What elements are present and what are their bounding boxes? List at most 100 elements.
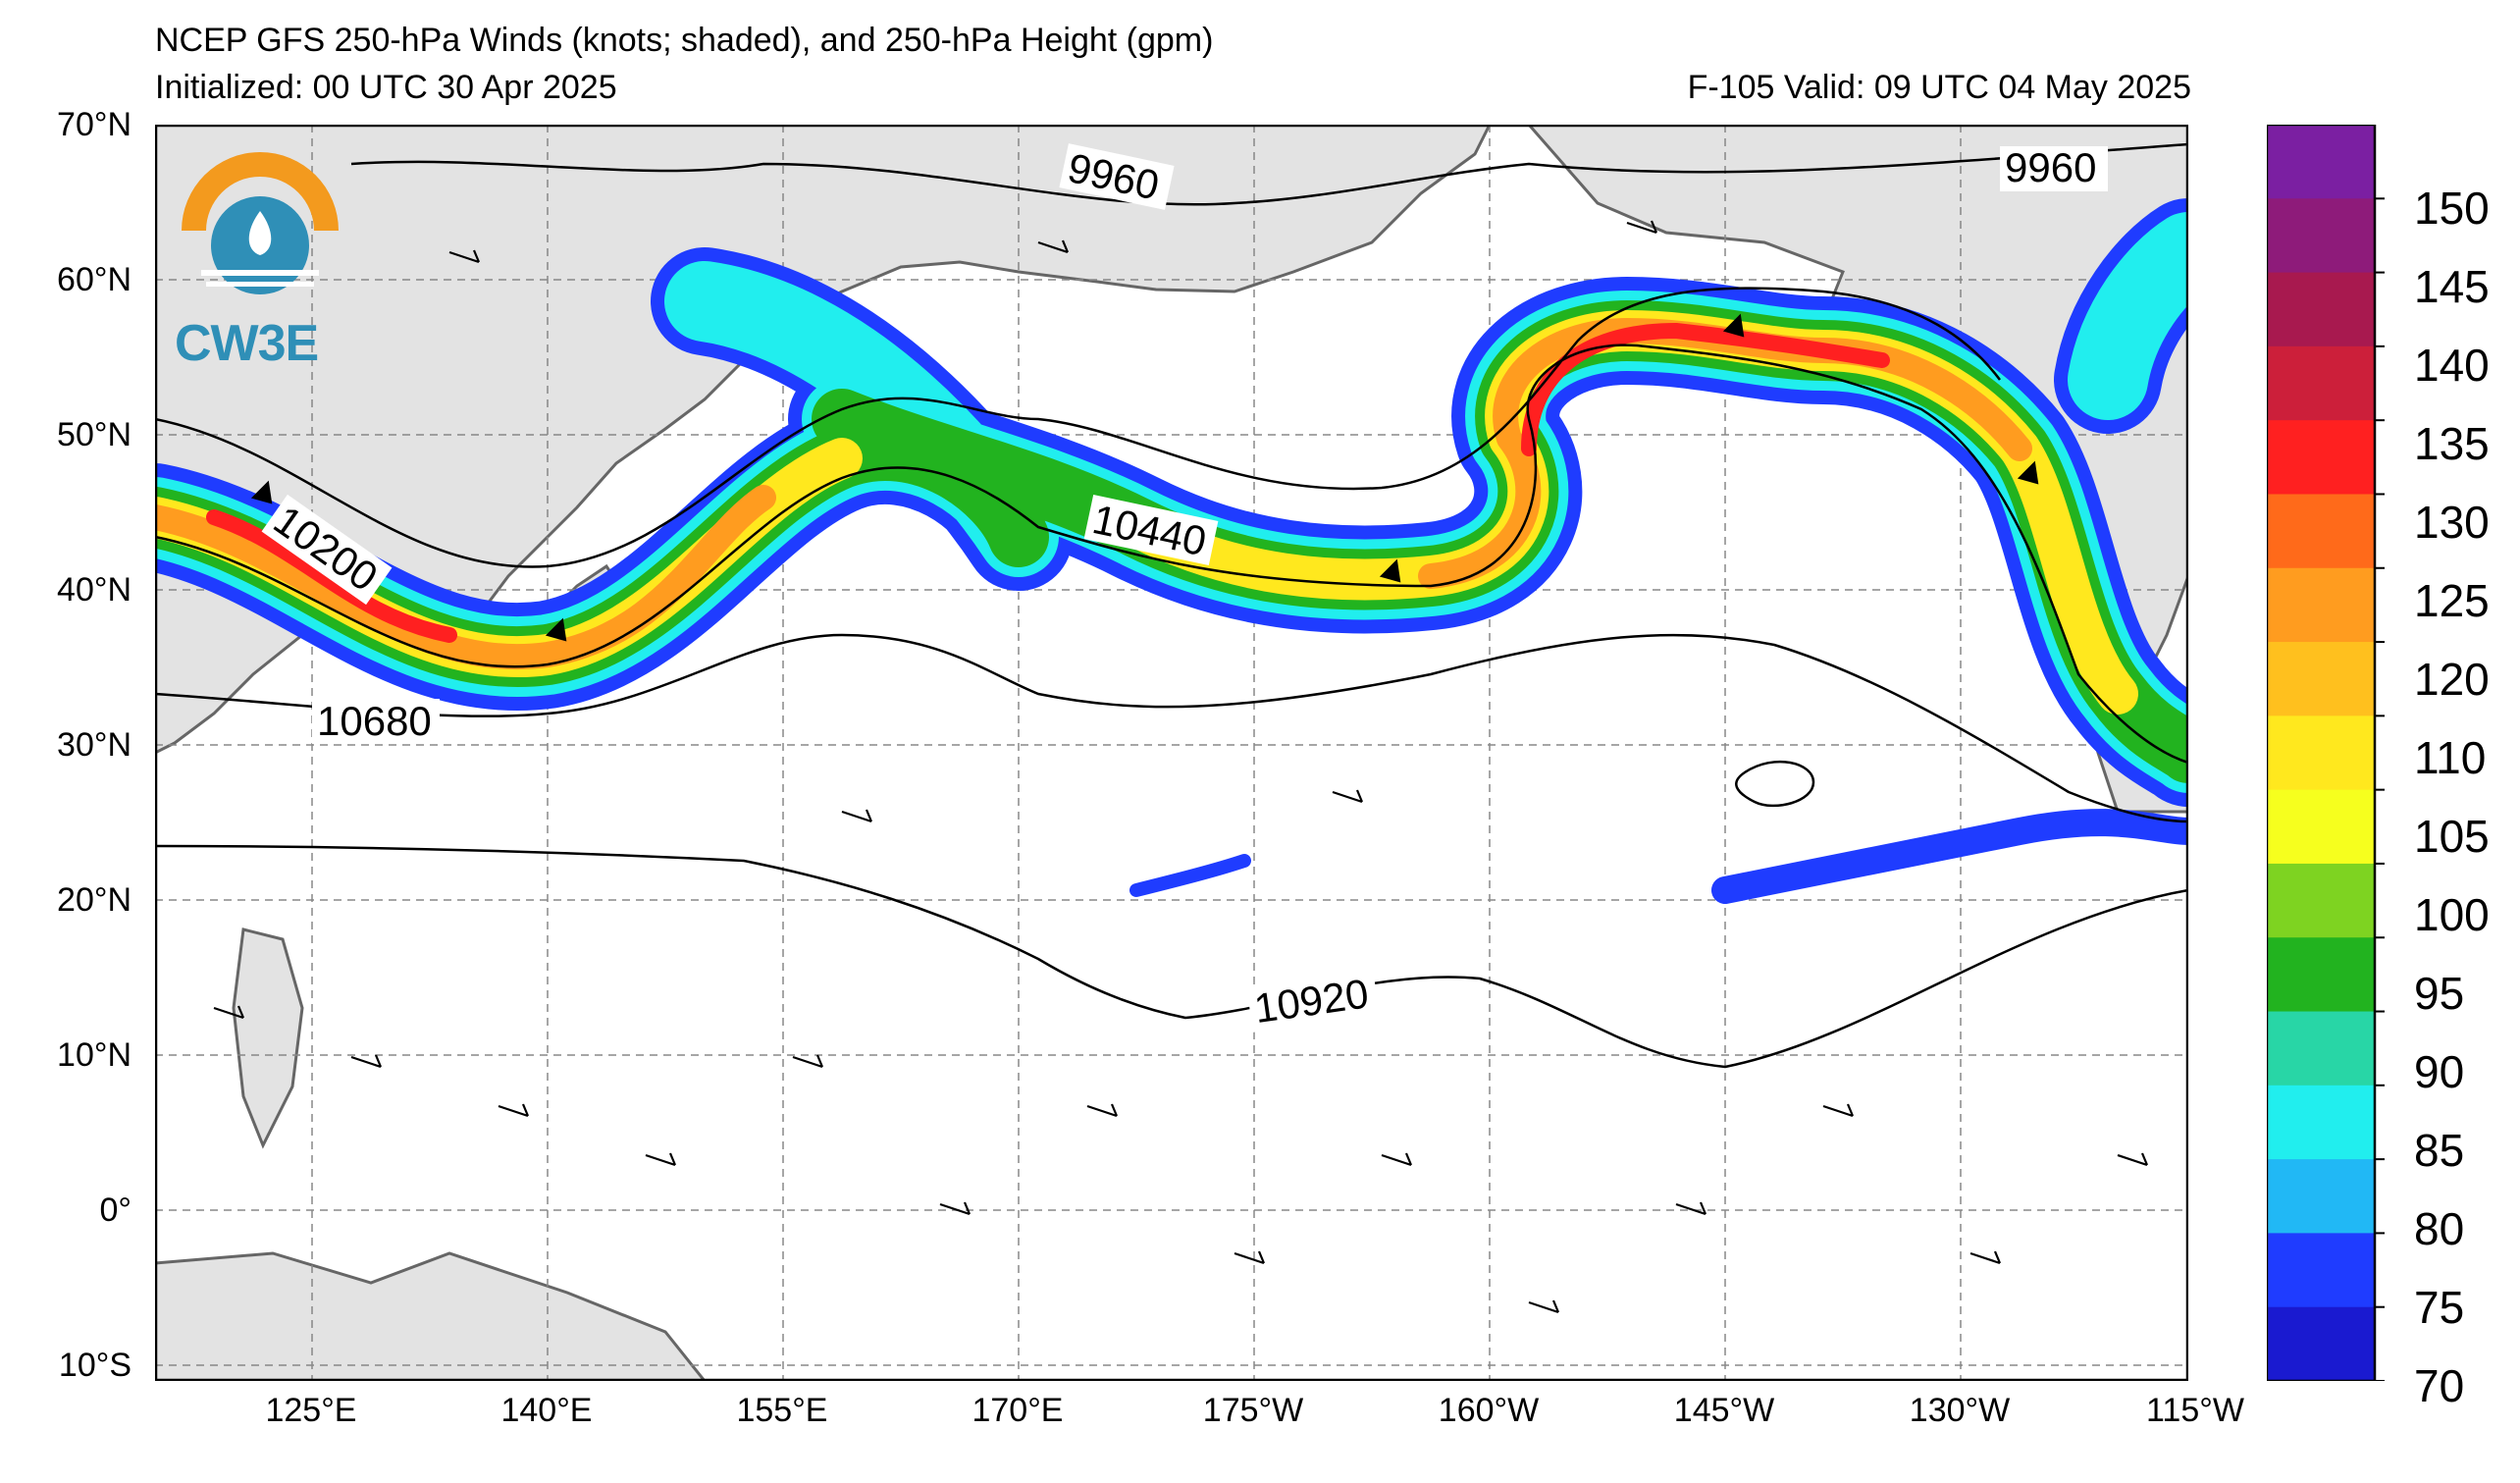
colorbar-swatch xyxy=(2267,272,2375,347)
jet-stream-shading xyxy=(155,198,2188,904)
colorbar-swatch xyxy=(2267,863,2375,938)
cb-label-150: 150 xyxy=(2414,183,2490,234)
cb-label-95: 95 xyxy=(2414,968,2465,1019)
pennant-5 xyxy=(1379,558,1401,583)
jet-shade-subtropical xyxy=(1711,809,2188,904)
contour-label-bg-6 xyxy=(1246,970,1380,1033)
logo-sun-arc xyxy=(182,152,339,231)
lat-label-0: 0° xyxy=(99,1192,131,1229)
cb-label-70: 70 xyxy=(2414,1360,2465,1411)
cb-label-130: 130 xyxy=(2414,497,2490,548)
lat-label-10n: 10°N xyxy=(57,1036,131,1074)
contour-10440 xyxy=(155,344,2188,765)
colorbar-ticks xyxy=(2375,197,2385,1381)
pennant-2 xyxy=(545,617,567,642)
barb-10 xyxy=(1528,1299,1560,1314)
barb-13 xyxy=(1969,1250,2002,1265)
contour-10200 xyxy=(155,287,2001,568)
barb-7 xyxy=(1086,1103,1119,1118)
barb-8 xyxy=(1234,1250,1266,1265)
barb-1 xyxy=(213,1005,245,1020)
colorbar-swatch xyxy=(2267,345,2375,421)
cb-label-125: 125 xyxy=(2414,575,2490,626)
map-frame xyxy=(155,125,2188,1381)
logo-text: CW3E xyxy=(175,315,319,372)
colorbar-swatch xyxy=(2267,1159,2375,1234)
lon-label-175w: 175°W xyxy=(1202,1392,1304,1429)
colorbar-swatch xyxy=(2267,1306,2375,1381)
colorbar xyxy=(2267,125,2385,1381)
cb-label-105: 105 xyxy=(2414,811,2490,862)
lon-label-130w: 130°W xyxy=(1909,1392,2011,1429)
lon-label-140e: 140°E xyxy=(500,1392,593,1429)
wind-barbs xyxy=(213,220,2149,1314)
contour-label-bg-3 xyxy=(261,494,393,606)
lat-label-40n: 40°N xyxy=(57,571,131,609)
barb-9 xyxy=(1381,1152,1413,1167)
land-new-guinea xyxy=(155,1251,707,1381)
lon-label-115w: 115°W xyxy=(2146,1392,2244,1429)
colorbar-swatch xyxy=(2267,1011,2375,1086)
valid-time: F-105 Valid: 09 UTC 04 May 2025 xyxy=(1687,69,2191,106)
map-title: NCEP GFS 250-hPa Winds (knots; shaded), … xyxy=(155,22,1214,59)
cb-label-75: 75 xyxy=(2414,1282,2465,1333)
barb-17 xyxy=(1626,220,1658,235)
cb-label-145: 145 xyxy=(2414,261,2490,312)
cb-label-100: 100 xyxy=(2414,889,2490,940)
barb-5 xyxy=(792,1054,824,1069)
colorbar-swatch xyxy=(2267,567,2375,643)
barb-12 xyxy=(1822,1103,1855,1118)
jet-shade-patch xyxy=(1129,854,1251,897)
cw3e-logo xyxy=(182,152,339,294)
lon-label-125e: 125°E xyxy=(265,1392,357,1429)
cb-label-110: 110 xyxy=(2414,732,2487,783)
cb-label-85: 85 xyxy=(2414,1125,2465,1176)
lon-label-170e: 170°E xyxy=(971,1392,1064,1429)
cb-label-90: 90 xyxy=(2414,1046,2465,1097)
height-contours xyxy=(155,142,2188,1069)
contour-label-bg-4 xyxy=(1083,494,1219,566)
map-panel: 9960 9960 10200 10440 10680 10920 xyxy=(155,125,2188,1381)
lat-label-50n: 50°N xyxy=(57,416,131,453)
contour-label-10680: 10680 xyxy=(317,698,432,744)
lat-label-60n: 60°N xyxy=(57,261,131,298)
barb-4 xyxy=(645,1152,677,1167)
lat-label-70n: 70°N xyxy=(57,106,131,143)
lon-label-155e: 155°E xyxy=(736,1392,828,1429)
lat-label-10s: 10°S xyxy=(58,1347,131,1384)
pennant-3 xyxy=(1722,313,1745,338)
logo-wave-1 xyxy=(201,270,319,276)
colorbar-swatch xyxy=(2267,198,2375,274)
colorbar-swatch xyxy=(2267,789,2375,865)
cb-label-135: 135 xyxy=(2414,418,2490,469)
contour-10680 xyxy=(155,633,2188,823)
lat-label-20n: 20°N xyxy=(57,881,131,919)
barb-15 xyxy=(448,249,481,264)
cb-label-140: 140 xyxy=(2414,340,2490,391)
colorbar-swatch xyxy=(2267,1233,2375,1308)
colorbar-swatch xyxy=(2267,937,2375,1013)
colorbar-swatch xyxy=(2267,494,2375,569)
jet-shade-135kt xyxy=(206,323,1890,643)
contour-label-bg-1 xyxy=(1059,143,1175,210)
colorbar-swatch xyxy=(2267,642,2375,716)
colorbar-swatch xyxy=(2267,420,2375,495)
lon-label-145w: 145°W xyxy=(1673,1392,1775,1429)
contour-label-9960-b: 9960 xyxy=(2005,144,2096,190)
pennant-4 xyxy=(2017,460,2039,485)
barb-11 xyxy=(1675,1201,1707,1216)
barb-16 xyxy=(1037,239,1070,254)
colorbar-swatch xyxy=(2267,715,2375,791)
lon-label-160w: 160°W xyxy=(1438,1392,1540,1429)
init-time: Initialized: 00 UTC 30 Apr 2025 xyxy=(155,69,617,106)
land-masses xyxy=(155,125,2188,1381)
land-philippines xyxy=(232,927,304,1149)
barb-14 xyxy=(2117,1152,2149,1167)
contour-closed-low xyxy=(1735,760,1815,808)
contour-10920 xyxy=(155,844,2188,1069)
barb-2 xyxy=(350,1054,383,1069)
cb-label-120: 120 xyxy=(2414,654,2490,705)
logo-droplet-icon xyxy=(248,211,272,255)
colorbar-swatches xyxy=(2267,125,2375,1381)
barb-6 xyxy=(939,1201,971,1216)
